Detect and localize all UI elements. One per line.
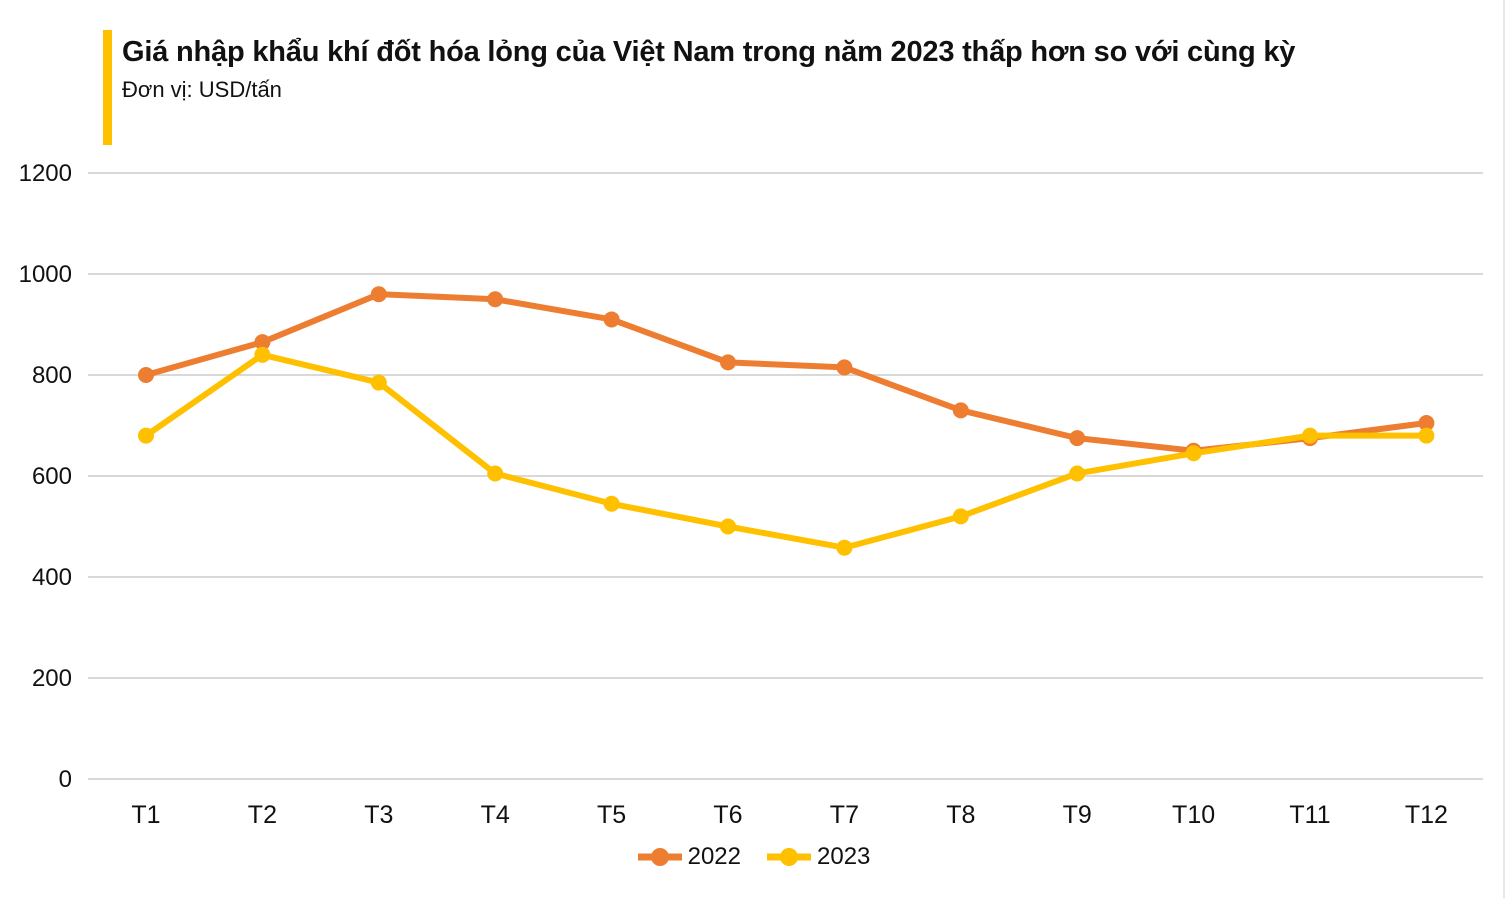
data-point-2022-T2 <box>254 334 271 351</box>
legend-label-2022: 2022 <box>687 843 741 870</box>
data-point-2023-T5 <box>603 495 620 512</box>
legend-marker-2023 <box>767 848 811 866</box>
x-axis-label-T3: T3 <box>364 801 393 829</box>
x-axis-label-T2: T2 <box>248 801 277 829</box>
legend-marker-2022 <box>637 848 682 866</box>
x-axis-label-T8: T8 <box>946 801 975 829</box>
header-text: Giá nhập khẩu khí đốt hóa lỏng của Việt … <box>122 30 1295 145</box>
data-point-2023-T6 <box>720 518 736 535</box>
x-axis-label-T4: T4 <box>481 801 510 829</box>
data-point-2022-T3 <box>370 286 387 303</box>
x-axis-label-T6: T6 <box>713 801 742 829</box>
data-point-2022-T12 <box>1418 414 1435 431</box>
x-axis-label-T1: T1 <box>131 801 160 829</box>
x-axis-label-T11: T11 <box>1289 801 1330 829</box>
data-point-2022-T7 <box>836 359 853 376</box>
y-axis-label-0: 0 <box>59 766 72 793</box>
legend-label-2023: 2023 <box>817 843 871 870</box>
chart-unit-label: Đơn vị: USD/tấn <box>122 77 282 102</box>
chart-title: Giá nhập khẩu khí đốt hóa lỏng của Việt … <box>122 36 1296 68</box>
chart-header: Giá nhập khẩu khí đốt hóa lỏng của Việt … <box>103 30 1295 145</box>
x-axis-label-T5: T5 <box>597 801 626 829</box>
data-point-2023-T7 <box>836 539 853 556</box>
data-point-2023-T1 <box>138 427 154 444</box>
y-axis-label-800: 800 <box>32 362 72 389</box>
data-point-2023-T12 <box>1418 427 1435 444</box>
y-axis-label-1200: 1200 <box>19 160 72 187</box>
y-axis-label-400: 400 <box>32 564 72 591</box>
data-point-2022-T5 <box>603 311 620 328</box>
x-axis-label-T12: T12 <box>1405 801 1448 829</box>
chart-legend: 2022 2023 <box>0 843 1508 871</box>
x-axis-label-T10: T10 <box>1172 801 1215 829</box>
data-point-2023-T3 <box>370 374 387 391</box>
y-axis-label-200: 200 <box>32 665 72 692</box>
page-edge-divider <box>1503 0 1505 898</box>
x-axis-label-T7: T7 <box>830 801 859 829</box>
data-point-2023-T4 <box>487 465 504 482</box>
data-point-2023-T2 <box>254 346 271 363</box>
data-point-2022-T8 <box>952 402 969 419</box>
data-point-2022-T6 <box>720 354 736 371</box>
legend-item-2023: 2023 <box>767 843 870 871</box>
data-point-2023-T8 <box>952 508 969 525</box>
data-point-2022-T1 <box>138 367 154 383</box>
data-point-2023-T11 <box>1302 427 1318 444</box>
x-axis-label-T9: T9 <box>1063 801 1092 829</box>
series-line-2023 <box>143 351 1430 551</box>
y-axis-label-1000: 1000 <box>19 261 72 288</box>
data-point-2023-T9 <box>1069 465 1086 482</box>
accent-bar <box>103 30 112 145</box>
data-point-2022-T9 <box>1069 430 1086 447</box>
y-axis-label-600: 600 <box>32 463 72 490</box>
data-point-2022-T4 <box>487 291 504 308</box>
legend-item-2022: 2022 <box>637 843 741 871</box>
data-point-2023-T10 <box>1185 445 1202 462</box>
